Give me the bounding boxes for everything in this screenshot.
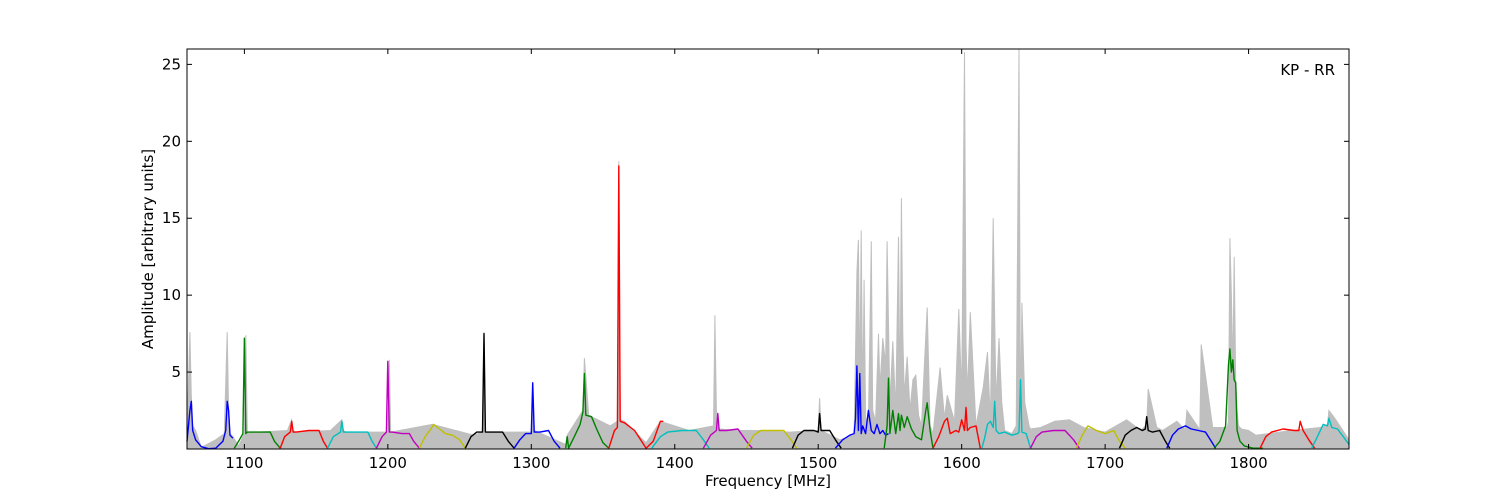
x-tick-label: 1100 xyxy=(225,454,263,472)
series-line-20 xyxy=(1075,425,1126,449)
series-line-12 xyxy=(702,412,753,449)
plot-annotation: KP - RR xyxy=(1280,61,1335,79)
series-line-14 xyxy=(791,412,842,449)
series-line-7 xyxy=(464,332,515,449)
series-line-5 xyxy=(375,360,420,449)
series-line-8 xyxy=(513,382,561,449)
plot-marks xyxy=(186,48,1350,450)
series-line-22 xyxy=(1166,425,1217,449)
y-tick-label: 10 xyxy=(162,286,181,304)
series-line-17 xyxy=(932,406,981,449)
x-tick-label: 1600 xyxy=(943,454,981,472)
y-tick-label: 5 xyxy=(171,363,181,381)
series-line-21 xyxy=(1118,416,1171,449)
y-tick-label: 25 xyxy=(162,55,181,73)
x-tick-label: 1800 xyxy=(1229,454,1267,472)
x-tick-label: 1300 xyxy=(512,454,550,472)
background-spectrum xyxy=(186,48,1350,450)
x-axis-label: Frequency [MHz] xyxy=(705,472,831,490)
series-line-16 xyxy=(883,377,934,449)
y-tick-label: 15 xyxy=(162,209,181,227)
series-line-4 xyxy=(326,420,377,449)
x-tick-label: 1500 xyxy=(799,454,837,472)
series-line-25 xyxy=(1311,417,1350,449)
series-line-11 xyxy=(651,429,710,449)
series-line-13 xyxy=(745,429,798,449)
series-line-6 xyxy=(418,423,466,449)
series-line-24 xyxy=(1259,420,1316,449)
axis-ticks: 1100 1200 1300 1400 1500 1600 1700 1800 5 10 15 20 2… xyxy=(162,49,1349,472)
series-line-23 xyxy=(1213,348,1263,449)
series-line-19 xyxy=(1029,429,1080,449)
x-tick-label: 1400 xyxy=(656,454,694,472)
x-tick-label: 1700 xyxy=(1086,454,1124,472)
series-line-9 xyxy=(565,372,610,449)
x-tick-label: 1200 xyxy=(369,454,407,472)
series-line-2 xyxy=(233,337,281,449)
y-axis-label: Amplitude [arbitrary units] xyxy=(139,149,157,349)
series-line-10 xyxy=(608,165,664,449)
plot-frame xyxy=(186,48,1350,450)
series-line-15 xyxy=(834,365,889,449)
series-line-1 xyxy=(186,400,234,450)
series-line-18 xyxy=(981,379,1032,449)
series-line-3 xyxy=(279,420,329,449)
y-tick-label: 20 xyxy=(162,132,181,150)
